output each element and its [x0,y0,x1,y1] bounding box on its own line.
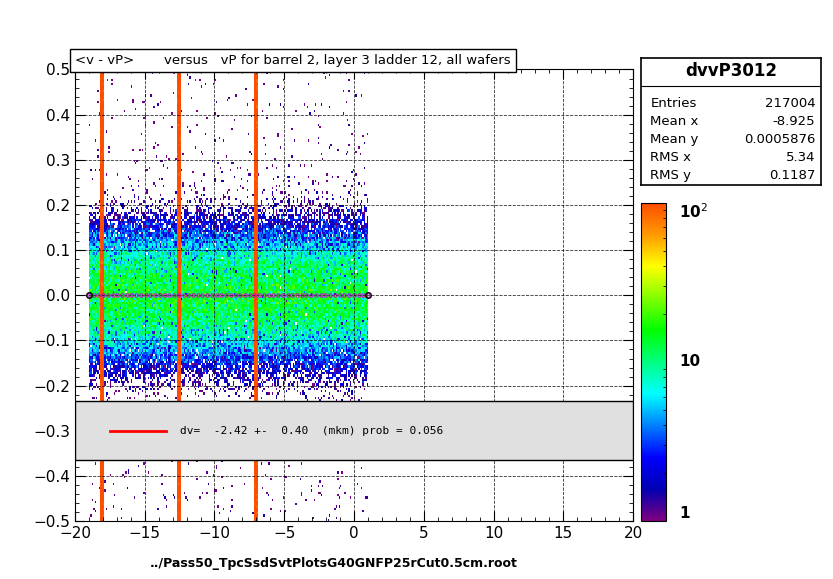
Text: -8.925: -8.925 [772,115,816,128]
Text: 1: 1 [679,506,690,521]
Text: RMS y: RMS y [651,168,691,182]
Text: 217004: 217004 [765,97,816,110]
Bar [75,401,633,460]
Text: dv=  -2.42 +-  0.40  (mkm) prob = 0.056: dv= -2.42 +- 0.40 (mkm) prob = 0.056 [180,426,443,436]
Text: Entries: Entries [651,97,696,110]
Text: 10: 10 [679,354,700,369]
Text: 0.1187: 0.1187 [769,168,816,182]
Text: <v - vP>       versus   vP for barrel 2, layer 3 ladder 12, all wafers: <v - vP> versus vP for barrel 2, layer 3… [75,54,511,67]
Text: Mean y: Mean y [651,133,699,146]
Text: RMS x: RMS x [651,151,691,164]
Text: ../Pass50_TpcSsdSvtPlotsG40GNFP25rCut0.5cm.root: ../Pass50_TpcSsdSvtPlotsG40GNFP25rCut0.5… [149,558,517,570]
Text: 0.0005876: 0.0005876 [744,133,816,146]
Text: 5.34: 5.34 [786,151,816,164]
Text: dvvP3012: dvvP3012 [685,61,777,80]
Text: Mean x: Mean x [651,115,699,128]
Text: 10$^2$: 10$^2$ [679,203,708,221]
